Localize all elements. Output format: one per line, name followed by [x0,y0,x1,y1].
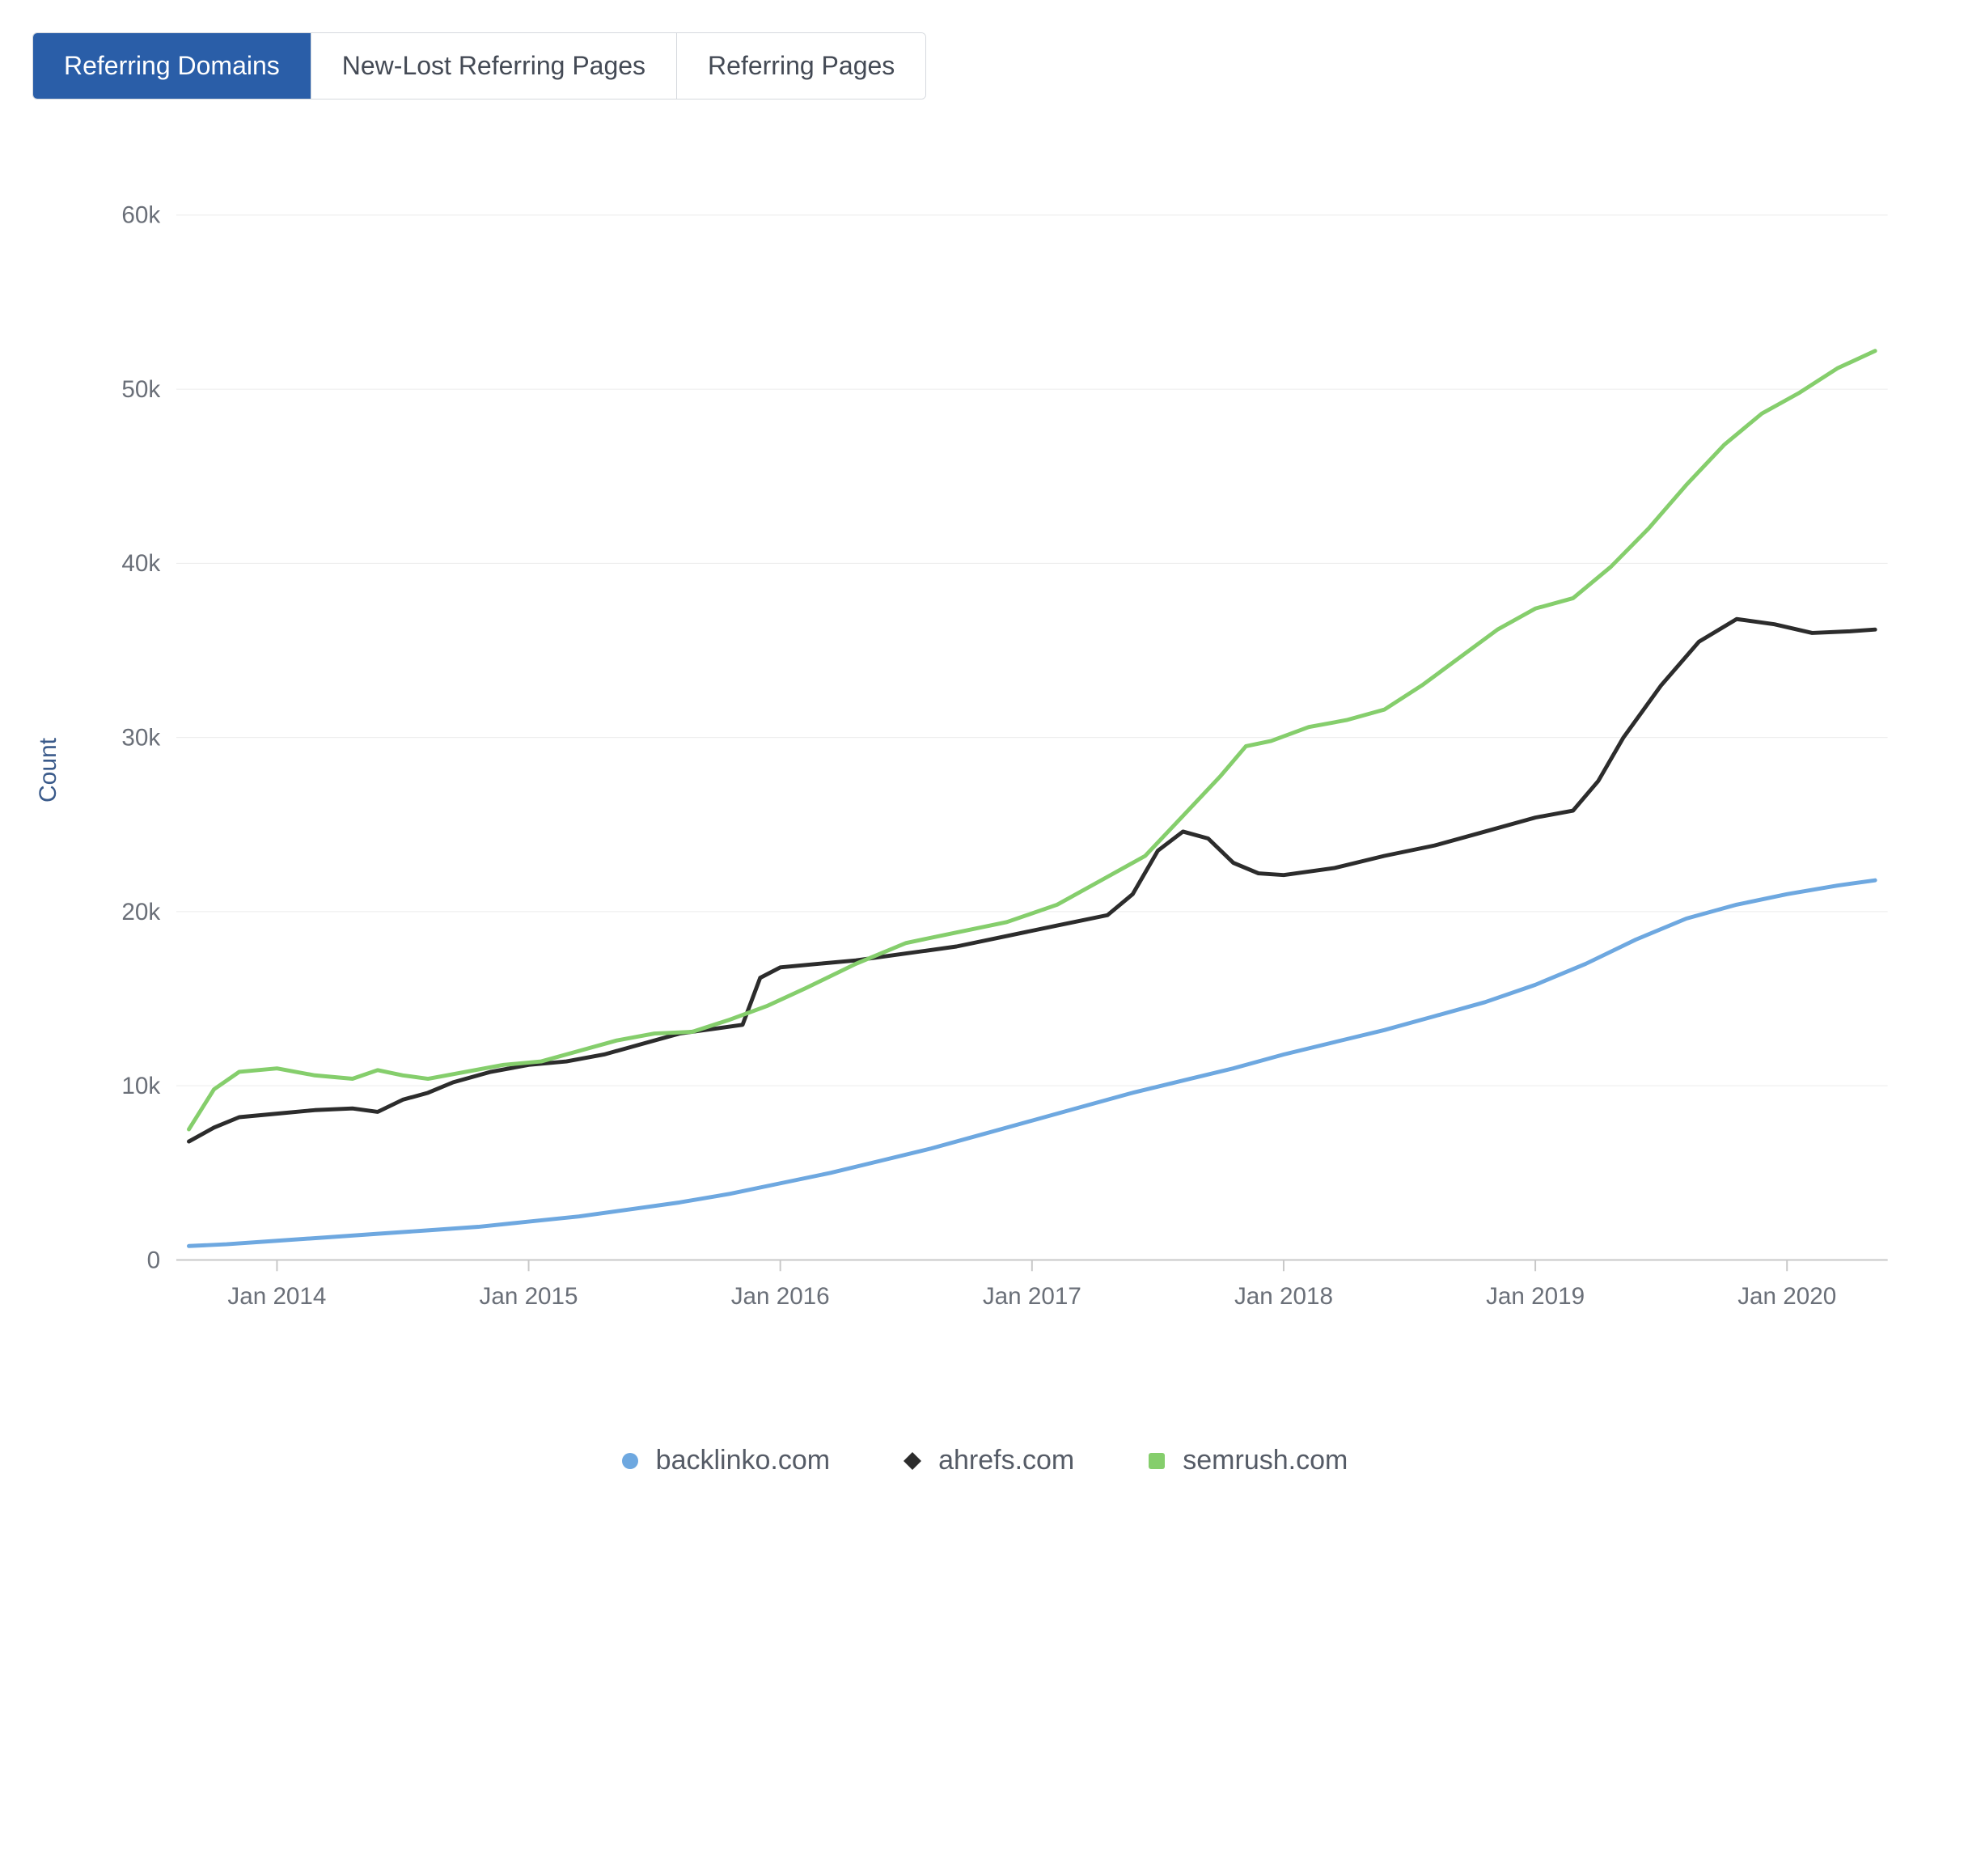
tab-group: Referring DomainsNew-Lost Referring Page… [32,32,926,100]
legend-item-ahrefs.com[interactable]: ahrefs.com [903,1445,1074,1476]
x-tick-label: Jan 2015 [480,1283,578,1310]
square-icon [1147,1451,1166,1471]
legend-label: semrush.com [1183,1445,1348,1476]
tab-referring-domains[interactable]: Referring Domains [33,33,311,99]
legend-label: ahrefs.com [938,1445,1074,1476]
y-tick-label: 50k [121,376,160,403]
y-tick-label: 60k [121,202,160,229]
legend-item-backlinko.com[interactable]: backlinko.com [620,1445,830,1476]
y-tick-label: 10k [121,1073,160,1099]
y-tick-label: 40k [121,550,160,577]
chart-area: Count 0 10k 20k 30k 40k 50k 60k Jan 2014 Jan 201… [32,164,1936,1348]
y-tick-label: 0 [147,1247,160,1273]
x-tick-label: Jan 2018 [1234,1283,1333,1310]
x-tick-label: Jan 2017 [983,1283,1081,1310]
diamond-icon [903,1451,922,1471]
circle-icon [620,1451,640,1471]
tab-new-lost-referring-pages[interactable]: New-Lost Referring Pages [311,33,677,99]
y-tick-label: 20k [121,899,160,925]
tab-referring-pages[interactable]: Referring Pages [677,33,925,99]
series-backlinko.com [188,880,1875,1246]
x-tick-label: Jan 2020 [1737,1283,1836,1310]
chart-container: Referring DomainsNew-Lost Referring Page… [32,32,1936,1476]
chart-legend: backlinko.com ahrefs.com semrush.com [32,1445,1936,1476]
line-chart: 0 10k 20k 30k 40k 50k 60k Jan 2014 Jan 2015 Jan 2… [32,164,1936,1348]
y-tick-label: 30k [121,725,160,752]
legend-label: backlinko.com [656,1445,830,1476]
y-axis-label: Count [35,738,62,802]
x-tick-label: Jan 2019 [1486,1283,1585,1310]
x-tick-label: Jan 2016 [731,1283,830,1310]
legend-item-semrush.com[interactable]: semrush.com [1147,1445,1348,1476]
x-tick-label: Jan 2014 [227,1283,326,1310]
series-ahrefs.com [188,619,1875,1141]
